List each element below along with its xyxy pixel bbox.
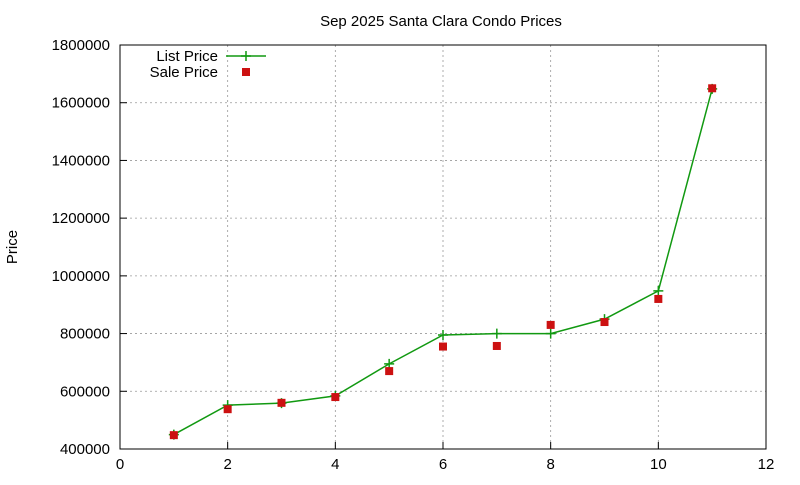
- point: [169, 431, 178, 440]
- point: [438, 330, 448, 341]
- y-tick-label: 400000: [60, 441, 110, 458]
- point: [223, 405, 232, 414]
- plot-frame: [119, 44, 767, 450]
- y-axis-label: Price: [4, 230, 21, 264]
- x-tick-label: 0: [116, 456, 124, 473]
- y-tick-label: 1400000: [52, 152, 110, 169]
- y-tick-label: 1600000: [52, 95, 110, 112]
- x-tick-label: 2: [223, 456, 231, 473]
- x-tick-label: 8: [546, 456, 554, 473]
- y-tick-label: 800000: [60, 326, 110, 343]
- y-tick-label: 1200000: [52, 210, 110, 227]
- point: [546, 320, 555, 329]
- x-tick-label: 6: [439, 456, 447, 473]
- point: [385, 367, 394, 376]
- y-tick-label: 600000: [60, 383, 110, 400]
- x-tick-label: 10: [650, 456, 667, 473]
- legend-marker: [241, 51, 251, 61]
- point: [600, 318, 609, 327]
- point: [653, 285, 664, 296]
- legend-marker: [242, 68, 250, 76]
- point: [545, 328, 556, 339]
- point: [331, 393, 340, 402]
- chart-title: Sep 2025 Santa Clara Condo Prices: [320, 13, 562, 30]
- point: [491, 328, 502, 339]
- point: [277, 398, 286, 407]
- x-tick-label: 12: [758, 456, 775, 473]
- y-tick-label: 1800000: [52, 37, 110, 54]
- point: [439, 342, 447, 351]
- point: [492, 341, 501, 350]
- point: [708, 84, 717, 93]
- x-tick-label: 4: [331, 456, 339, 473]
- point: [654, 294, 663, 303]
- y-tick-label: 1000000: [52, 268, 110, 285]
- legend-label: Sale Price: [150, 64, 218, 81]
- legend-label: List Price: [156, 48, 218, 65]
